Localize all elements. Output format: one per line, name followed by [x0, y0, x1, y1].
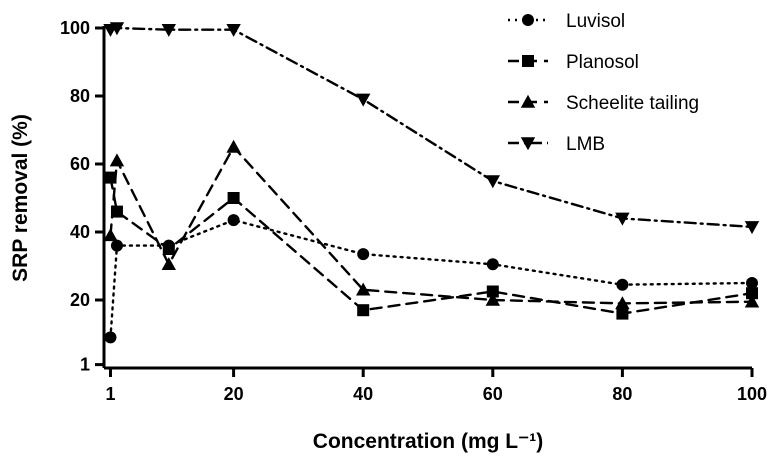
data-point-planosol	[616, 307, 629, 320]
data-point-luvisol	[227, 214, 240, 227]
data-point-lmb	[109, 22, 125, 36]
legend-label-lmb: LMB	[566, 134, 605, 155]
data-point-luvisol	[357, 248, 370, 261]
y-axis-title: SRP removal (%)	[9, 114, 32, 282]
legend: Luvisol Planosol Scheelite tailing LMB	[508, 11, 699, 155]
data-point-luvisol	[746, 277, 758, 289]
data-point-luvisol	[486, 258, 499, 271]
data-point-lmb	[744, 221, 760, 235]
data-point-scheelite-tailing	[485, 292, 500, 306]
legend-label-luvisol: Luvisol	[566, 11, 625, 32]
x-axis-title: Concentration (mg L⁻¹)	[313, 430, 543, 453]
series-line-luvisol	[109, 218, 754, 339]
y-tick-label: 20	[70, 290, 90, 310]
legend-marker-luvisol	[522, 14, 534, 26]
x-tick-label: 80	[612, 384, 632, 404]
x-tick-label: 1	[105, 384, 115, 404]
x-tick-label: 100	[737, 384, 767, 404]
data-point-planosol	[746, 287, 758, 300]
y-tick-label: 40	[70, 222, 90, 242]
series-line-planosol	[109, 176, 754, 315]
series-scheelite-tailing	[103, 139, 760, 310]
legend-label-planosol: Planosol	[566, 52, 639, 73]
data-point-planosol	[104, 171, 117, 184]
data-point-scheelite-tailing	[226, 139, 241, 153]
data-point-planosol	[227, 192, 240, 204]
x-tick-label: 60	[483, 384, 503, 404]
data-point-scheelite-tailing	[161, 257, 176, 271]
data-point-luvisol	[616, 278, 629, 291]
legend-item-planosol: Planosol	[508, 52, 639, 73]
series-lmb	[103, 22, 760, 235]
data-point-scheelite-tailing	[615, 296, 630, 310]
y-tick-label: 100	[60, 18, 90, 38]
series-luvisol	[104, 214, 758, 344]
x-tick-label: 40	[353, 384, 373, 404]
data-point-lmb	[615, 212, 630, 226]
y-tick-label: 1	[80, 355, 90, 375]
y-tick-label: 60	[70, 154, 90, 174]
legend-item-scheelite-tailing: Scheelite tailing	[508, 93, 699, 114]
legend-item-luvisol: Luvisol	[508, 11, 625, 32]
data-point-planosol	[357, 304, 370, 317]
legend-marker-lmb	[520, 137, 536, 151]
data-point-luvisol	[104, 331, 117, 344]
data-point-scheelite-tailing	[356, 282, 371, 296]
data-point-scheelite-tailing	[744, 294, 760, 308]
series-line-lmb	[109, 26, 754, 229]
data-point-planosol	[162, 243, 175, 255]
series-planosol	[104, 171, 758, 320]
legend-marker-scheelite-tailing	[520, 94, 536, 108]
legend-item-lmb: LMB	[508, 134, 605, 155]
data-point-lmb	[485, 175, 500, 189]
data-point-scheelite-tailing	[109, 153, 125, 167]
x-tick-label: 20	[224, 384, 244, 404]
series-line-scheelite-tailing	[109, 144, 754, 305]
data-point-lmb	[161, 23, 176, 37]
data-point-lmb	[356, 93, 371, 107]
legend-label-scheelite-tailing: Scheelite tailing	[566, 93, 699, 114]
legend-marker-planosol	[522, 55, 534, 67]
data-point-scheelite-tailing	[103, 228, 118, 242]
data-point-lmb	[226, 23, 241, 37]
y-tick-label: 80	[70, 86, 90, 106]
series-layer	[103, 22, 760, 344]
data-point-planosol	[486, 285, 499, 298]
data-point-luvisol	[110, 239, 123, 252]
